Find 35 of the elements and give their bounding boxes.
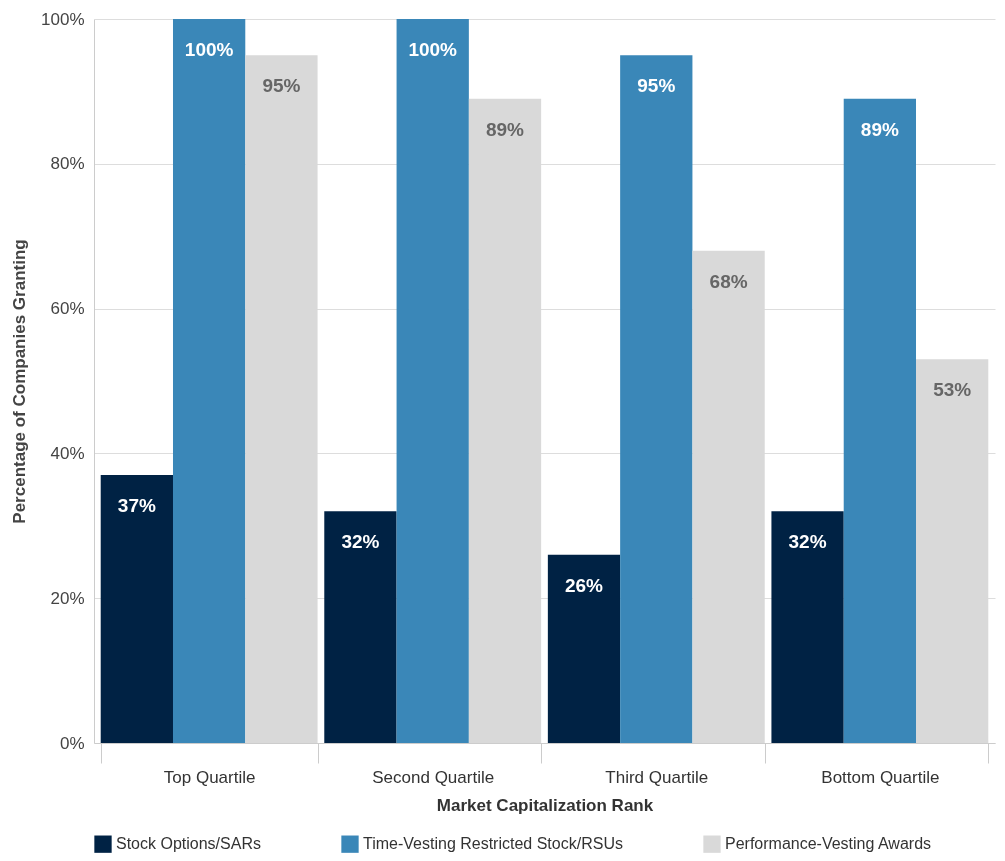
data-label: 53% [933,379,972,401]
x-tick-label: Top Quartile [163,767,256,787]
bar [173,19,246,743]
y-tick-label: 60% [50,299,85,319]
data-label: 26% [564,574,604,596]
x-tick-label: Second Quartile [372,767,495,787]
data-label: 32% [341,531,380,553]
bar [324,511,397,743]
data-label: 89% [860,118,899,140]
y-tick-label: 80% [50,154,85,174]
bar [547,554,621,743]
x-tick-label: Third Quartile [605,767,709,787]
legend-label: Stock Options/SARs [116,835,261,853]
y-tick-label: 20% [50,588,85,608]
data-label: 100% [408,39,458,60]
bar [396,19,469,743]
bar [620,55,693,743]
y-tick-label: 40% [50,443,85,463]
data-label: 100% [184,39,234,60]
x-tick-label: Bottom Quartile [821,767,940,787]
bar [843,98,916,743]
data-label: 37% [117,495,156,517]
y-axis-title: Percentage of Companies Granting [10,239,30,524]
data-label: 95% [262,75,301,97]
bar [771,511,844,743]
y-tick-label: 0% [59,733,85,753]
x-axis-title: Market Capitalization Rank [436,795,654,815]
data-label: 95% [637,75,676,97]
data-label: 32% [788,531,827,553]
data-label: 68% [709,270,748,292]
y-tick-label: 100% [41,9,85,29]
data-label: 89% [485,118,525,140]
legend-label: Time-Vesting Restricted Stock/RSUs [363,835,623,853]
legend-label: Performance-Vesting Awards [725,835,932,853]
bar [100,475,173,743]
